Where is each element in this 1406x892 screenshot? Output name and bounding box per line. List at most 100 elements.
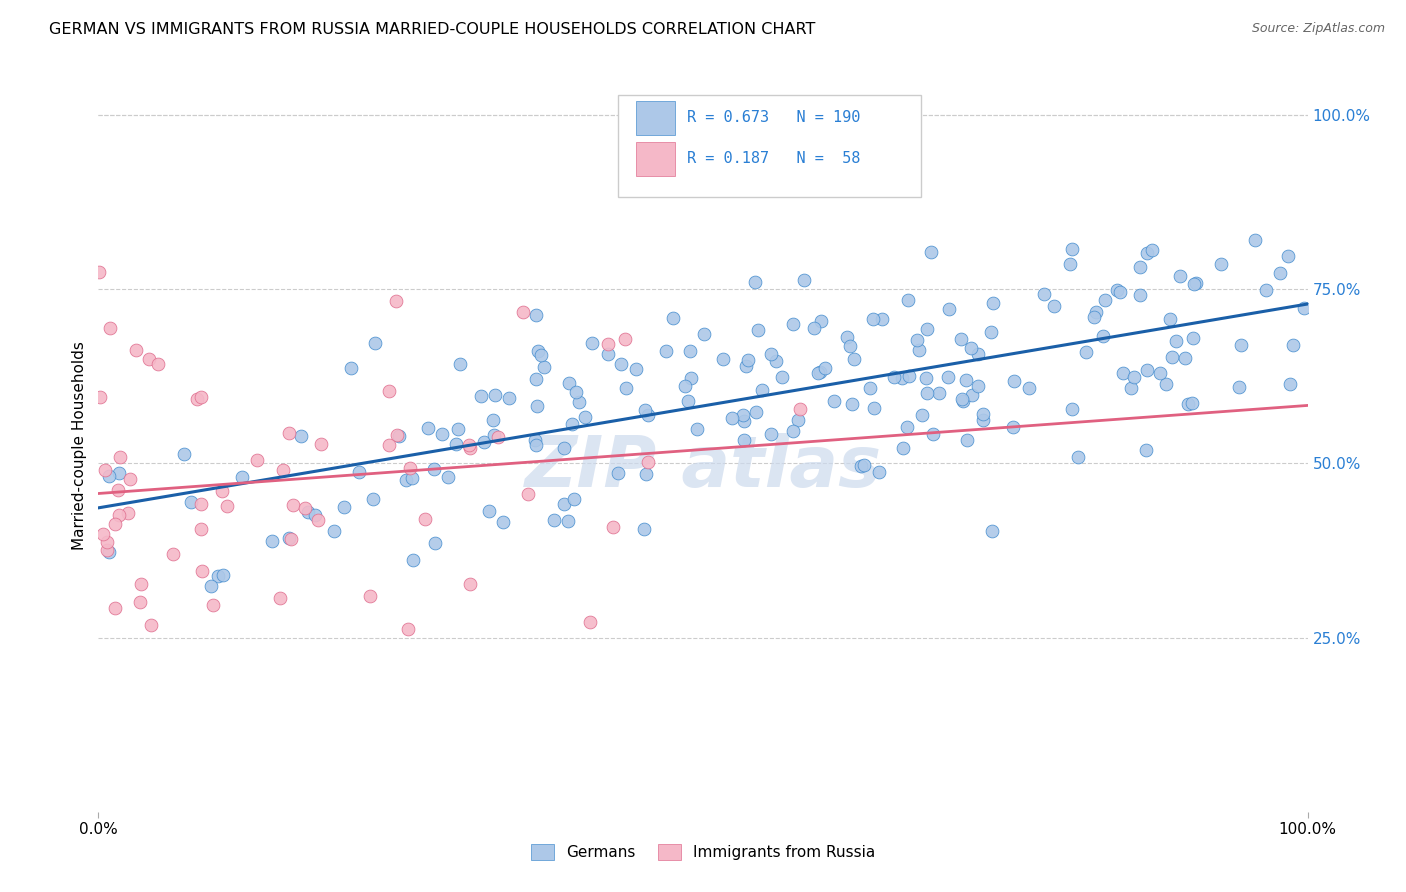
Point xyxy=(446,437,468,451)
Point xyxy=(1135,442,1157,457)
Point xyxy=(561,417,583,431)
Point xyxy=(190,523,212,537)
Point xyxy=(98,468,121,483)
Point xyxy=(841,397,863,411)
Point xyxy=(472,435,495,450)
Point xyxy=(1092,329,1115,343)
Point xyxy=(1060,243,1083,257)
Point xyxy=(492,515,515,529)
Point xyxy=(859,381,882,395)
Point xyxy=(486,430,509,444)
Point xyxy=(807,366,830,380)
Point xyxy=(1243,233,1265,247)
FancyBboxPatch shape xyxy=(637,143,675,176)
Point xyxy=(141,617,163,632)
Point xyxy=(269,591,291,606)
Point xyxy=(395,473,418,487)
Point xyxy=(637,408,659,422)
Point xyxy=(981,524,1004,538)
Point xyxy=(745,405,768,419)
Point xyxy=(347,465,370,479)
Point xyxy=(759,427,782,442)
Point xyxy=(1227,380,1250,394)
Point xyxy=(607,466,630,480)
Point xyxy=(498,392,520,406)
Point xyxy=(110,450,132,464)
Point xyxy=(637,455,659,469)
Point xyxy=(211,483,233,498)
Point xyxy=(972,413,994,427)
Point xyxy=(530,348,553,362)
Point xyxy=(782,317,804,331)
Point xyxy=(388,429,411,443)
Point xyxy=(1042,299,1064,313)
Point xyxy=(93,463,115,477)
Point xyxy=(1059,257,1081,271)
Point xyxy=(524,308,547,322)
Point xyxy=(512,304,534,318)
Point xyxy=(1281,337,1303,351)
Point xyxy=(1002,419,1025,434)
Point xyxy=(1174,351,1197,365)
Point xyxy=(765,354,787,368)
Point xyxy=(1161,350,1184,364)
Point xyxy=(290,429,312,443)
Point xyxy=(733,414,755,428)
Point xyxy=(280,532,302,546)
Point xyxy=(955,373,977,387)
Point xyxy=(107,483,129,498)
Point xyxy=(633,522,655,536)
Point xyxy=(734,359,756,373)
Point xyxy=(430,426,453,441)
Point xyxy=(524,372,547,386)
Point xyxy=(733,434,755,448)
Point xyxy=(533,360,555,375)
Point xyxy=(731,408,754,422)
Point xyxy=(863,401,886,416)
Point xyxy=(104,600,127,615)
Point xyxy=(744,275,766,289)
Point xyxy=(896,419,918,434)
Point xyxy=(364,336,387,351)
Point xyxy=(966,346,988,360)
Point xyxy=(770,370,793,384)
Point xyxy=(673,378,696,392)
Point xyxy=(614,381,637,395)
Point xyxy=(938,301,960,316)
Point xyxy=(922,427,945,442)
Point xyxy=(277,532,299,546)
Point xyxy=(271,463,294,477)
Point xyxy=(952,394,974,409)
Point xyxy=(1277,249,1299,263)
Point xyxy=(852,458,875,473)
Point xyxy=(138,351,160,366)
Point xyxy=(217,500,239,514)
Point xyxy=(747,323,769,337)
Point xyxy=(917,385,939,400)
Point xyxy=(711,351,734,366)
Point xyxy=(558,376,581,391)
Point xyxy=(118,472,141,486)
Point xyxy=(574,410,596,425)
Point xyxy=(482,413,505,427)
Point xyxy=(693,326,716,341)
Point xyxy=(423,462,446,476)
Point xyxy=(751,384,773,398)
Point xyxy=(898,369,921,384)
Point xyxy=(332,500,354,514)
FancyBboxPatch shape xyxy=(637,102,675,136)
Point xyxy=(1182,277,1205,292)
Point xyxy=(928,386,950,401)
Point xyxy=(281,498,304,512)
Point xyxy=(1129,260,1152,274)
Point xyxy=(737,353,759,368)
Point xyxy=(173,447,195,461)
Point xyxy=(89,265,111,279)
Point xyxy=(413,511,436,525)
Point xyxy=(564,385,586,400)
Point xyxy=(246,453,269,467)
Point xyxy=(891,371,914,385)
Point xyxy=(384,293,406,308)
Point xyxy=(1279,377,1302,392)
Point xyxy=(905,333,928,347)
